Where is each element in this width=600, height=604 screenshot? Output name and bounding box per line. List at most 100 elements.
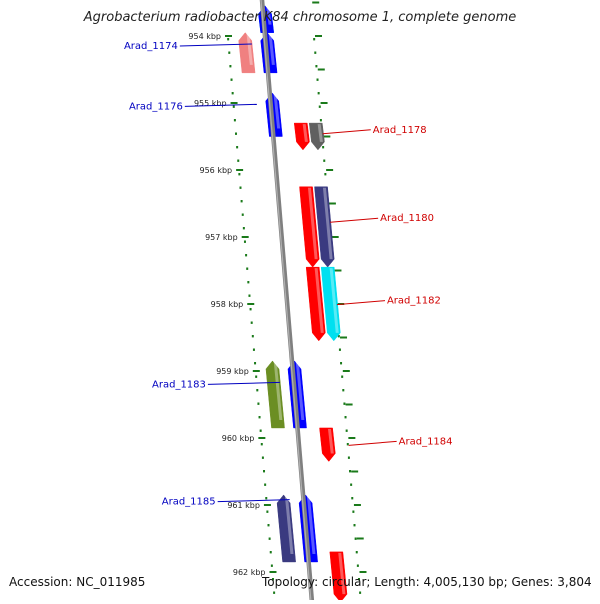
gene-label-arad_1183[interactable]: Arad_1183 <box>152 379 280 390</box>
scale-ticks: 954 kbp 955 kbp 956 kbp 957 kbp 958 kbp 959 k… <box>188 32 277 577</box>
right-tick <box>331 236 339 238</box>
gene-label-arad_1180[interactable]: Arad_1180 <box>330 213 434 224</box>
gene-label-text[interactable]: Arad_1183 <box>152 379 206 390</box>
track-dot <box>340 362 343 365</box>
right-tick <box>312 1 320 4</box>
track-dot <box>247 281 250 284</box>
gene-label-text[interactable]: Arad_1178 <box>373 125 427 136</box>
right-tick <box>334 269 342 272</box>
gene-highlight <box>306 495 316 554</box>
gene-9[interactable] <box>305 266 326 342</box>
gene-arrow[interactable] <box>305 266 326 342</box>
tick-mark <box>258 437 266 439</box>
gene-label-text[interactable]: Arad_1184 <box>399 436 453 447</box>
track-dot <box>338 348 341 351</box>
gene-arrow[interactable] <box>293 122 310 151</box>
gene-label-text[interactable]: Arad_1174 <box>124 41 178 52</box>
track-dot <box>236 146 239 149</box>
track-dot <box>268 537 271 540</box>
gene-10[interactable] <box>320 266 341 342</box>
gene-arrow[interactable] <box>308 122 325 151</box>
tick-mark <box>241 236 249 238</box>
tick-mark <box>263 504 271 506</box>
tick-mark <box>252 370 260 372</box>
gene-highlight <box>322 187 333 260</box>
track-dot <box>319 119 322 122</box>
gene-highlight <box>268 33 275 65</box>
track-dot <box>359 591 362 594</box>
right-tick <box>340 336 348 339</box>
gene-label-arad_1182[interactable]: Arad_1182 <box>336 296 441 307</box>
gene-5[interactable] <box>293 122 310 151</box>
gene-label-text[interactable]: Arad_1180 <box>380 213 434 224</box>
gene-13[interactable] <box>319 427 336 462</box>
track-dot <box>323 159 326 162</box>
gene-highlight <box>273 361 283 420</box>
tick-label: 962 kbp <box>233 568 266 577</box>
track-dot <box>232 105 235 108</box>
gene-label-arad_1176[interactable]: Arad_1176 <box>129 101 257 112</box>
track-dot <box>352 510 355 513</box>
accession-text: Accession: NC_011985 <box>9 575 146 589</box>
tick-mark <box>236 169 244 171</box>
track-dot <box>237 159 240 162</box>
track-dot <box>240 200 243 203</box>
track-dot <box>346 443 349 446</box>
track-dot <box>270 564 273 567</box>
track-dot <box>273 591 276 594</box>
track-dot <box>228 51 231 54</box>
gene-arrow[interactable] <box>299 186 320 268</box>
track-dot <box>246 267 249 270</box>
gene-arrow[interactable] <box>276 494 296 563</box>
gene-arrow[interactable] <box>319 427 336 462</box>
track-dot <box>313 38 316 41</box>
gene-7[interactable] <box>299 186 320 268</box>
track-dot <box>316 78 319 81</box>
gene-highlight <box>246 33 253 65</box>
gene-6[interactable] <box>308 122 325 151</box>
track-dot <box>343 402 346 405</box>
right-tick <box>345 403 353 406</box>
gene-8[interactable] <box>314 186 335 268</box>
gene-arrow[interactable] <box>238 32 256 74</box>
gene-label-text[interactable]: Arad_1182 <box>387 296 441 307</box>
track-dot <box>266 510 269 513</box>
gene-label-arad_1185[interactable]: Arad_1185 <box>162 497 290 508</box>
gene-arrow[interactable] <box>329 551 348 603</box>
gene-16[interactable] <box>329 551 348 603</box>
tick-mark <box>269 571 277 573</box>
track-dot <box>251 335 254 338</box>
tick-mark <box>230 102 238 104</box>
gene-2[interactable] <box>238 32 256 74</box>
gene-highlight <box>314 268 324 333</box>
gene-label-text[interactable]: Arad_1176 <box>129 101 183 112</box>
gene-14[interactable] <box>276 494 296 563</box>
track-dot <box>255 375 258 378</box>
gene-highlight <box>266 6 272 25</box>
gene-11[interactable] <box>265 360 285 429</box>
tick-label: 956 kbp <box>200 166 233 175</box>
track-dot <box>317 92 320 95</box>
genome-stats-text: Topology: circular; Length: 4,005,130 bp… <box>262 575 592 589</box>
tick-mark <box>247 303 255 305</box>
track-dot <box>357 578 360 581</box>
gene-arrow[interactable] <box>314 186 335 268</box>
right-tick <box>320 102 328 104</box>
right-tick <box>323 135 331 138</box>
leader-line <box>330 217 379 223</box>
track-dot <box>347 456 350 459</box>
gene-label-arad_1174[interactable]: Arad_1174 <box>124 41 252 52</box>
gene-label-arad_1178[interactable]: Arad_1178 <box>322 125 427 136</box>
gene-label-text[interactable]: Arad_1185 <box>162 497 216 508</box>
gene-arrow[interactable] <box>320 266 341 342</box>
gene-highlight <box>273 93 281 129</box>
track-dot <box>267 524 270 527</box>
leader-line <box>336 300 386 306</box>
right-tick <box>317 68 325 71</box>
gene-label-arad_1184[interactable]: Arad_1184 <box>348 436 453 447</box>
track-dot <box>314 51 317 54</box>
gene-arrow[interactable] <box>265 360 285 429</box>
gene-labels: Arad_1174 Arad_1176 Arad_1178 Arad_1180 Arad… <box>124 41 453 508</box>
track-dot <box>249 308 252 311</box>
